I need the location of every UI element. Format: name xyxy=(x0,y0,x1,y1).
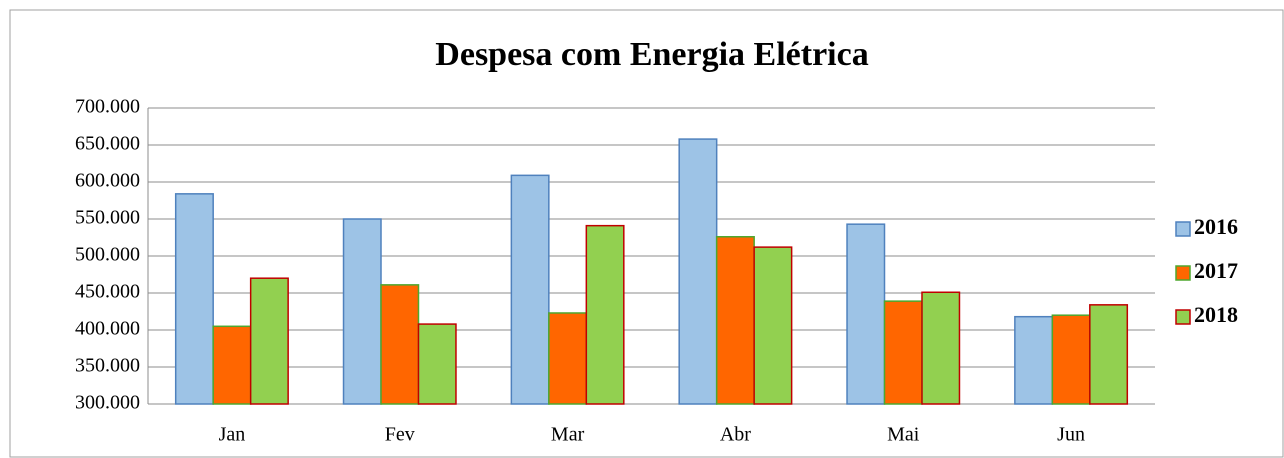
bar xyxy=(753,246,793,405)
chart-title: Despesa com Energia Elétrica xyxy=(435,36,868,73)
x-tick-label: Mai xyxy=(887,424,920,446)
bar xyxy=(174,193,214,405)
y-tick-label: 500.000 xyxy=(75,244,140,266)
x-tick-label: Jan xyxy=(219,424,246,446)
x-tick-label: Fev xyxy=(385,424,415,446)
bar xyxy=(342,218,382,405)
bar xyxy=(1014,315,1054,405)
bar xyxy=(678,138,718,405)
bar xyxy=(883,300,923,405)
bar xyxy=(417,323,457,405)
x-tick-label: Mar xyxy=(551,424,585,446)
bar xyxy=(510,174,550,405)
legend-label: 2016 xyxy=(1194,214,1238,239)
legend-label: 2018 xyxy=(1194,302,1238,327)
bar xyxy=(212,325,252,405)
x-tick-label: Abr xyxy=(720,424,751,446)
y-tick-label: 650.000 xyxy=(75,133,140,155)
bar xyxy=(249,277,289,405)
bar xyxy=(585,224,625,405)
y-tick-label: 450.000 xyxy=(75,281,140,303)
bar xyxy=(715,236,755,405)
y-tick-label: 700.000 xyxy=(75,96,140,118)
legend-swatch xyxy=(1175,265,1191,281)
legend-label: 2017 xyxy=(1194,258,1238,283)
bar xyxy=(846,223,886,405)
legend-swatch xyxy=(1175,221,1191,237)
y-tick-label: 550.000 xyxy=(75,207,140,229)
bar xyxy=(380,284,420,405)
y-tick-label: 400.000 xyxy=(75,318,140,340)
bar xyxy=(921,291,961,405)
bar xyxy=(1051,314,1091,405)
bar xyxy=(1089,304,1129,405)
y-tick-label: 600.000 xyxy=(75,170,140,192)
legend-swatch xyxy=(1175,309,1191,325)
x-tick-label: Jun xyxy=(1057,424,1085,446)
y-tick-label: 350.000 xyxy=(75,355,140,377)
y-tick-label: 300.000 xyxy=(75,392,140,414)
bar xyxy=(548,312,588,405)
